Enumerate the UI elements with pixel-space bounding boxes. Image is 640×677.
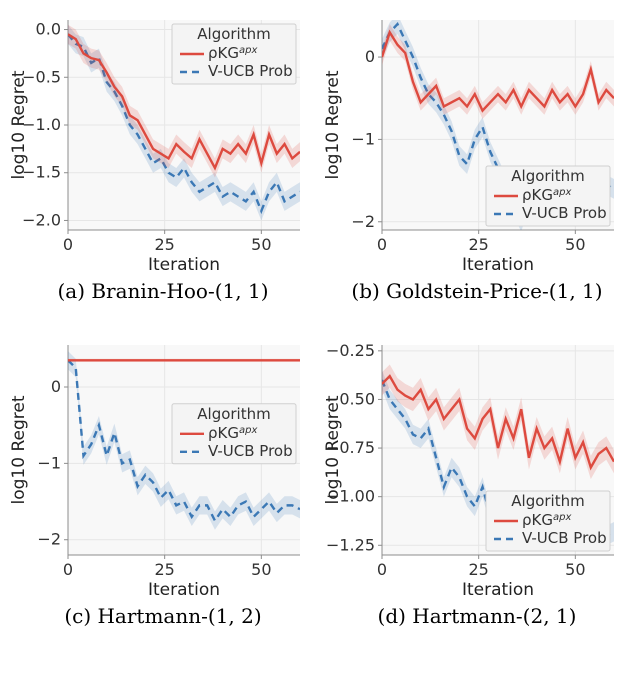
svg-text:Iteration: Iteration [148,255,220,273]
panel-c: −2 −1 0 0 25 50 log10 Regret Iteration Algorithm… [8,333,318,628]
svg-text:25: 25 [154,235,174,254]
svg-text:−1.25: −1.25 [326,535,375,554]
caption-d: (d) Hartmann-(2, 1) [378,604,577,628]
chart-a: −2.0−1.5−1.0−0.50.002550log10 RegretIter… [8,8,318,273]
svg-text:Algorithm: Algorithm [197,25,270,43]
svg-text:−1: −1 [37,453,61,472]
panel-b: −2 −1 0 0 25 50 log10 Regret Iteration Algorithm… [322,8,632,303]
caption-c: (c) Hartmann-(1, 2) [64,604,261,628]
chart-c: −2 −1 0 0 25 50 log10 Regret Iteration Algorithm… [8,333,318,598]
svg-text:log10 Regret: log10 Regret [323,70,343,179]
svg-text:V-UCB Prob: V-UCB Prob [522,529,607,547]
svg-text:0: 0 [365,47,375,66]
svg-text:25: 25 [468,235,488,254]
svg-text:log10 Regret: log10 Regret [9,395,29,504]
svg-text:−2: −2 [37,530,61,549]
svg-text:50: 50 [251,235,271,254]
svg-text:Algorithm: Algorithm [511,167,584,185]
svg-text:V-UCB Prob: V-UCB Prob [208,62,293,80]
svg-text:log10 Regret: log10 Regret [323,395,343,504]
svg-text:Iteration: Iteration [462,255,534,273]
svg-text:Iteration: Iteration [462,580,534,598]
chart-grid: −2.0−1.5−1.0−0.50.002550log10 RegretIter… [8,8,632,628]
svg-text:0: 0 [63,560,73,579]
panel-d: −1.25−1.00−0.75−0.50−0.2502550log10 Regr… [322,333,632,628]
svg-text:25: 25 [468,560,488,579]
svg-text:0: 0 [377,560,387,579]
svg-text:−1: −1 [351,129,375,148]
svg-text:25: 25 [154,560,174,579]
svg-text:Algorithm: Algorithm [197,405,270,423]
svg-text:0.0: 0.0 [36,20,61,39]
svg-text:log10 Regret: log10 Regret [9,70,29,179]
chart-d: −1.25−1.00−0.75−0.50−0.2502550log10 Regr… [322,333,632,598]
svg-text:0: 0 [377,235,387,254]
svg-text:50: 50 [251,560,271,579]
caption-b: (b) Goldstein-Price-(1, 1) [351,279,602,303]
panel-a: −2.0−1.5−1.0−0.50.002550log10 RegretIter… [8,8,318,303]
svg-text:V-UCB Prob: V-UCB Prob [522,204,607,222]
svg-text:0: 0 [63,235,73,254]
svg-text:Iteration: Iteration [148,580,220,598]
svg-text:−0.25: −0.25 [326,341,375,360]
svg-text:−2: −2 [351,212,375,231]
chart-b: −2 −1 0 0 25 50 log10 Regret Iteration Algorithm… [322,8,632,273]
svg-text:V-UCB Prob: V-UCB Prob [208,442,293,460]
svg-text:0: 0 [51,377,61,396]
svg-text:50: 50 [565,235,585,254]
caption-a: (a) Branin-Hoo-(1, 1) [57,279,268,303]
svg-text:50: 50 [565,560,585,579]
svg-text:Algorithm: Algorithm [511,492,584,510]
svg-text:−2.0: −2.0 [22,210,61,229]
